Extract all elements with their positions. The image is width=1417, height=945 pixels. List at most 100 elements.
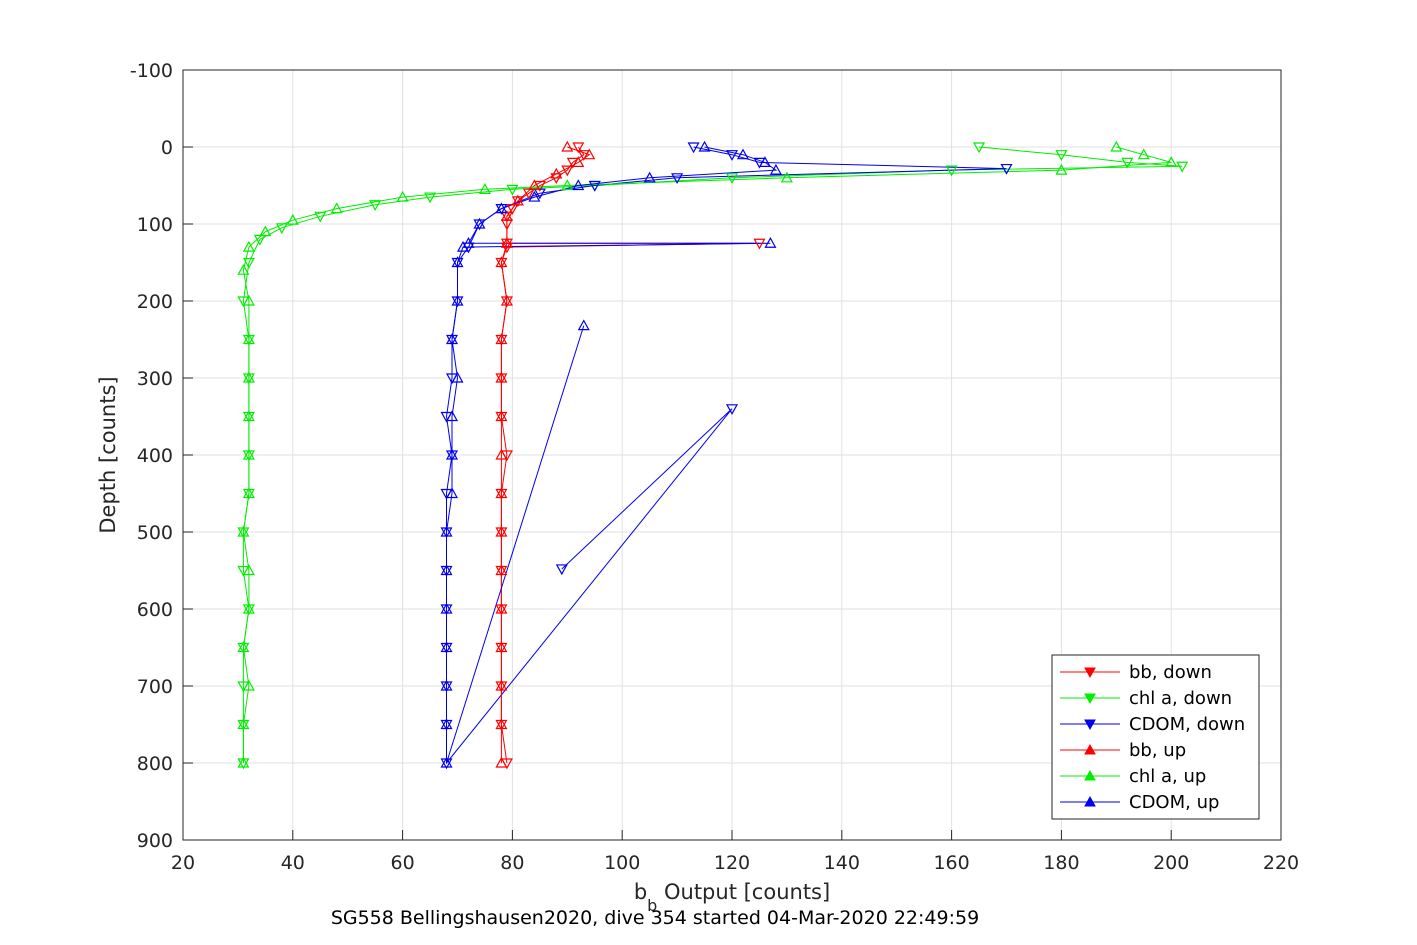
data-point (242, 564, 255, 576)
data-point (561, 179, 574, 191)
data-point (577, 319, 590, 331)
data-point (440, 756, 453, 768)
data-point (314, 211, 327, 223)
data-point (643, 171, 656, 183)
data-point (242, 602, 255, 614)
legend-label: bb, down (1129, 662, 1212, 683)
data-point (495, 202, 508, 214)
data-point (1055, 150, 1068, 161)
data-point (572, 179, 585, 191)
data-point (242, 333, 255, 345)
figure-caption: SG558 Bellingshausen2020, dive 354 start… (331, 907, 979, 929)
data-point (511, 194, 524, 206)
data-point (1137, 148, 1150, 160)
y-tick-label: 100 (137, 214, 173, 236)
data-point (237, 756, 250, 768)
data-point (687, 142, 700, 154)
data-point (561, 140, 574, 152)
data-point (495, 718, 508, 730)
x-axis-label-rest: Output [counts] (657, 880, 830, 904)
data-point (550, 167, 563, 179)
data-point (242, 448, 255, 460)
data-point (445, 448, 459, 460)
y-tick-label: 0 (161, 137, 173, 159)
data-point (451, 256, 464, 268)
legend-marker (1084, 693, 1096, 705)
data-point (1000, 163, 1013, 175)
data-point (495, 602, 508, 614)
data-point (242, 371, 255, 383)
data-point (495, 756, 508, 768)
legend-marker (1084, 719, 1096, 731)
data-point (462, 237, 475, 248)
x-tick-label: 80 (500, 852, 524, 874)
data-point (1165, 156, 1178, 167)
legend-label: chl a, down (1129, 688, 1232, 709)
data-point (242, 257, 255, 269)
data-point (440, 564, 453, 576)
data-point (330, 202, 343, 214)
y-tick-label: -100 (130, 60, 173, 82)
data-point (495, 641, 508, 653)
data-point (1110, 140, 1123, 152)
data-point (440, 679, 453, 691)
data-point (583, 148, 596, 160)
data-point (555, 564, 568, 576)
data-point (495, 564, 508, 576)
data-point (495, 371, 508, 383)
series-line (446, 146, 778, 764)
x-axis-label: bb Output [counts] (634, 880, 830, 915)
data-point (495, 525, 508, 537)
data-point (671, 173, 684, 185)
data-point (698, 140, 711, 152)
y-tick-label: 500 (137, 522, 173, 544)
legend-marker (1084, 769, 1096, 781)
y-tick-label: 900 (137, 830, 173, 852)
data-point (237, 263, 250, 275)
data-point (275, 223, 288, 235)
data-point (424, 192, 437, 204)
series-line (500, 146, 591, 763)
series-line (242, 146, 1172, 763)
data-point (478, 183, 491, 194)
data-point (456, 240, 470, 252)
data-point (451, 371, 464, 383)
data-point (769, 163, 782, 175)
data-point (440, 641, 453, 653)
data-point (764, 237, 777, 248)
data-point (780, 171, 793, 183)
data-point (445, 487, 459, 499)
data-point (495, 256, 508, 268)
data-point (973, 142, 986, 154)
x-tick-label: 40 (281, 852, 305, 874)
x-tick-labels: 20 40 60 80 100 120 140 160 180 200 220 (171, 830, 1299, 874)
plot-series-lines (242, 146, 1183, 765)
data-point (588, 180, 601, 192)
data-point (758, 156, 771, 167)
legend-marker (1084, 667, 1096, 679)
legend-box (1051, 654, 1260, 820)
data-point (495, 410, 508, 422)
y-tick-label: 200 (137, 291, 173, 313)
x-axis-label-subscript: b (647, 896, 657, 915)
data-point (451, 294, 464, 306)
x-tick-label: 140 (824, 852, 860, 874)
data-point (500, 210, 513, 221)
x-tick-label: 160 (933, 852, 969, 874)
data-point (753, 238, 766, 250)
legend-marker (1084, 743, 1096, 755)
data-point (242, 487, 255, 499)
data-point (725, 173, 739, 185)
legend-label: bb, up (1129, 740, 1186, 761)
x-tick-label: 100 (604, 852, 640, 874)
data-point (473, 217, 486, 229)
data-point (242, 240, 255, 252)
data-point (286, 213, 299, 225)
data-point (369, 200, 382, 211)
legend-label: CDOM, up (1129, 792, 1219, 813)
data-point (572, 142, 585, 154)
x-tick-label: 220 (1263, 852, 1299, 874)
data-point (495, 487, 508, 499)
data-point (440, 718, 453, 730)
data-point (528, 190, 541, 202)
